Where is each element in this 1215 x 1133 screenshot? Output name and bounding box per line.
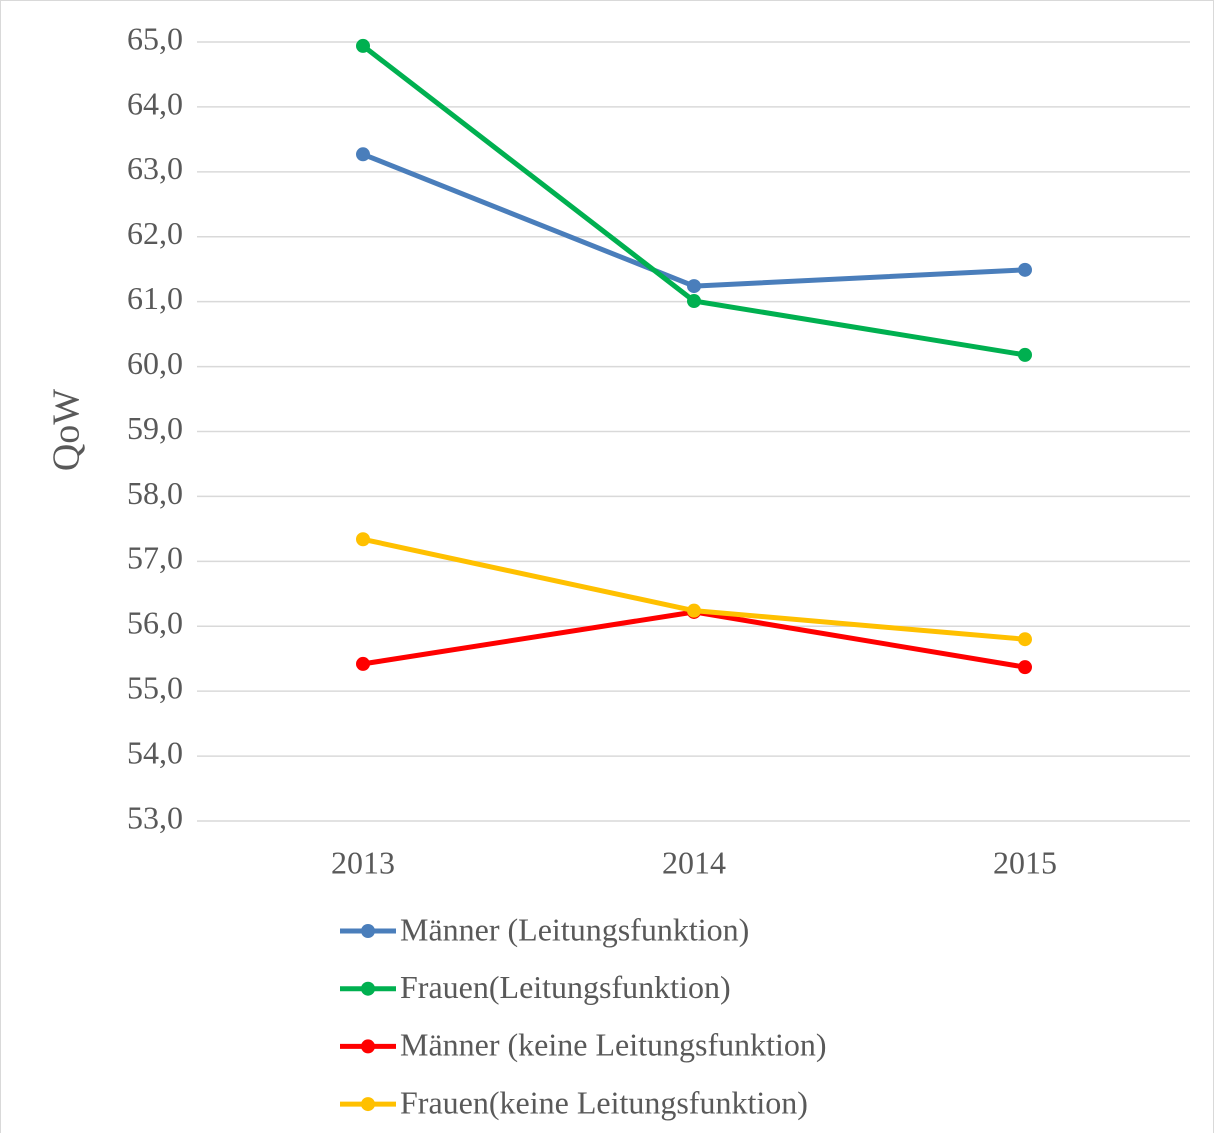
data-point: [356, 656, 370, 671]
y-tick-label: 61,0: [127, 280, 183, 316]
data-point: [1018, 660, 1032, 675]
y-axis-label: QoW: [46, 389, 88, 471]
data-point: [687, 279, 701, 294]
data-point: [1018, 632, 1032, 647]
y-tick-label: 54,0: [127, 734, 183, 770]
y-tick-label: 60,0: [127, 345, 183, 381]
y-tick-label: 57,0: [127, 540, 183, 576]
legend-label: Männer (keine Leitungsfunktion): [400, 1027, 827, 1063]
legend-marker: [361, 981, 375, 996]
x-tick-label: 2015: [993, 844, 1057, 880]
y-tick-label: 63,0: [127, 150, 183, 186]
legend-label: Frauen(Leitungsfunktion): [400, 969, 731, 1005]
legend-label: Männer (Leitungsfunktion): [400, 911, 749, 947]
data-point: [1018, 347, 1032, 362]
y-tick-label: 64,0: [127, 85, 183, 121]
y-tick-label: 58,0: [127, 475, 183, 511]
y-tick-label: 59,0: [127, 410, 183, 446]
data-point: [356, 147, 370, 162]
y-tick-label: 53,0: [127, 799, 183, 835]
data-point: [356, 38, 370, 53]
legend-marker: [361, 1039, 375, 1054]
y-tick-label: 65,0: [127, 20, 183, 56]
x-tick-label: 2014: [662, 844, 726, 880]
legend-label: Frauen(keine Leitungsfunktion): [400, 1084, 808, 1120]
data-point: [1018, 262, 1032, 277]
y-tick-label: 62,0: [127, 215, 183, 251]
y-tick-label: 56,0: [127, 605, 183, 641]
data-point: [687, 603, 701, 618]
x-tick-label: 2013: [331, 844, 395, 880]
data-point: [356, 532, 370, 547]
legend-marker: [361, 1097, 375, 1112]
y-tick-label: 55,0: [127, 670, 183, 706]
data-point: [687, 294, 701, 309]
legend-marker: [361, 924, 375, 938]
